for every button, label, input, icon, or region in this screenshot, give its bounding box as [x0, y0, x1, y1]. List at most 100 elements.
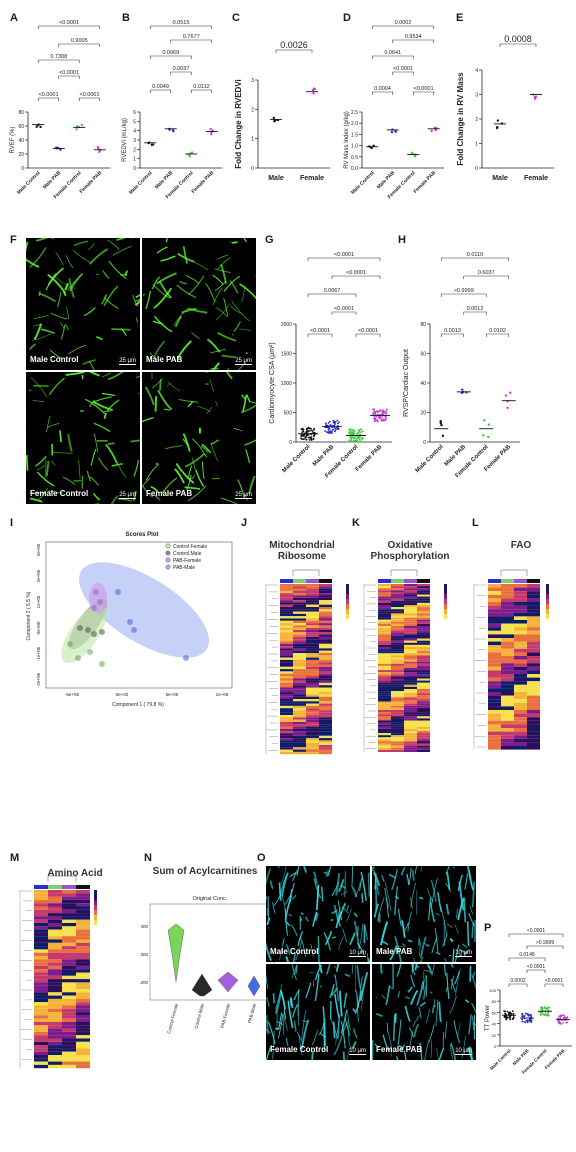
heat-cell	[391, 659, 404, 662]
texture-stroke	[281, 894, 287, 912]
heat-cell	[488, 724, 501, 728]
texture-stroke	[29, 492, 47, 494]
heat-cell	[488, 738, 501, 743]
texture-stroke	[394, 1013, 397, 1023]
heat-cell	[34, 1031, 48, 1036]
heat-cell	[417, 720, 430, 723]
score-point	[77, 625, 84, 632]
heat-cell	[62, 1048, 76, 1052]
significance-bracket	[371, 91, 394, 95]
texture-stroke	[233, 428, 243, 432]
heat-cell	[404, 724, 417, 727]
data-point	[300, 434, 303, 437]
heat-cell	[34, 992, 48, 996]
heat-cell	[378, 703, 391, 706]
heat-cell	[293, 678, 306, 681]
data-point	[483, 419, 486, 422]
texture-stroke	[468, 869, 472, 880]
texture-stroke	[167, 381, 181, 392]
data-point	[328, 427, 330, 429]
heat-cell	[404, 680, 417, 683]
texture-stroke	[469, 905, 474, 915]
heat-cell	[319, 751, 332, 755]
heat-cell	[306, 682, 319, 686]
texture-stroke	[351, 866, 354, 888]
heat-cell	[514, 630, 527, 635]
texture-stroke	[413, 957, 415, 962]
data-point	[547, 1014, 550, 1017]
heat-cell	[527, 670, 540, 674]
heat-cell	[319, 699, 332, 702]
heat-cell	[514, 594, 527, 599]
significance-bracket	[526, 945, 564, 949]
texture-stroke	[324, 930, 333, 946]
heat-cell	[293, 708, 306, 711]
data-point	[526, 1021, 529, 1024]
heat-cell	[280, 701, 293, 704]
heat-cell	[404, 705, 417, 708]
heat-cell	[280, 611, 293, 614]
heat-cell	[391, 611, 404, 614]
texture-stroke	[215, 400, 218, 408]
texture-stroke	[103, 296, 119, 310]
heat-cell	[501, 670, 514, 674]
heat-cell	[306, 673, 319, 676]
data-point	[326, 431, 328, 433]
data-point	[305, 438, 308, 441]
y-tick-label: 500	[284, 411, 293, 417]
texture-stroke	[289, 871, 297, 878]
heat-cell	[76, 913, 90, 917]
heat-cell	[48, 919, 62, 923]
texture-stroke	[315, 884, 320, 911]
scale-bar: 10 μm	[455, 1048, 472, 1055]
texture-stroke	[82, 359, 96, 365]
heat-cell	[319, 613, 332, 617]
heat-cell	[488, 742, 501, 746]
texture-stroke	[333, 904, 342, 928]
heat-cell	[514, 591, 527, 595]
category-label: Male PAB	[444, 444, 468, 468]
heat-cell	[280, 705, 293, 709]
heat-cell	[319, 745, 332, 748]
heat-cell	[514, 584, 527, 588]
heat-cell	[319, 728, 332, 732]
texture-stroke	[266, 868, 272, 886]
data-point	[333, 420, 336, 423]
heat-cell	[319, 687, 332, 690]
heat-cell	[319, 717, 332, 720]
heat-cell	[404, 693, 417, 696]
data-point	[190, 151, 194, 154]
heat-cell	[391, 655, 404, 658]
heat-cell	[280, 639, 293, 642]
texture-stroke	[428, 896, 432, 921]
texture-stroke	[409, 1031, 414, 1051]
heat-cell	[527, 627, 540, 631]
heat-cell	[501, 630, 514, 635]
data-point	[302, 430, 305, 433]
heat-cell	[280, 728, 293, 732]
data-point	[543, 1006, 546, 1008]
panel-f-image-3: Female Control 25 μm	[26, 372, 140, 504]
heat-cell	[280, 733, 293, 736]
heat-cell	[378, 598, 391, 601]
heat-cell	[34, 1038, 48, 1042]
texture-stroke	[174, 315, 182, 328]
heat-cell	[514, 681, 527, 685]
heat-cell	[34, 1041, 48, 1046]
y-tick-label: 200	[140, 980, 148, 985]
texture-stroke	[84, 307, 96, 317]
texture-stroke	[416, 981, 425, 1006]
data-point	[350, 440, 353, 442]
heat-cell	[378, 735, 391, 738]
texture-stroke	[444, 1021, 448, 1039]
heat-cell	[48, 929, 62, 933]
data-point	[394, 130, 397, 133]
texture-stroke	[182, 246, 188, 264]
heat-cell	[62, 1002, 76, 1006]
texture-stroke	[40, 328, 55, 334]
heat-cell	[293, 699, 306, 702]
heat-cell	[391, 745, 404, 748]
heat-cell	[306, 722, 319, 725]
heat-cell	[48, 909, 62, 914]
heat-cell	[293, 600, 306, 603]
